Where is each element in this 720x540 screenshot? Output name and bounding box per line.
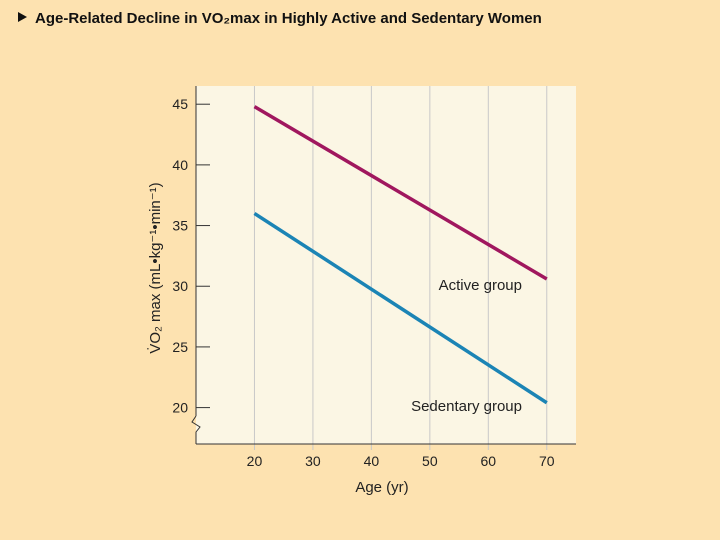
y-axis-title: V̇O₂ max (mL•kg⁻¹•min⁻¹) <box>147 182 164 353</box>
y-tick-label: 40 <box>172 157 188 173</box>
series-lines <box>253 105 548 405</box>
sedentary-group-line <box>253 211 548 405</box>
plot-area <box>196 86 576 444</box>
active-group-line <box>253 105 548 281</box>
slide-title: Age-Related Decline in VO₂max in Highly … <box>18 10 542 27</box>
y-tick-label: 30 <box>172 278 188 294</box>
grid-lines <box>253 86 548 450</box>
labels: 20 30 40 50 60 70 20 25 30 35 40 45 <box>172 96 554 469</box>
x-tick-label: 20 <box>247 453 263 469</box>
slide-title-text: Age-Related Decline in VO₂max in Highly … <box>35 10 542 27</box>
y-axis-break-icon <box>191 415 201 444</box>
active-group-label: Active group <box>439 277 522 294</box>
x-tick-label: 40 <box>364 453 380 469</box>
y-tick-label: 25 <box>172 339 188 355</box>
bullet-arrow-icon <box>18 12 27 22</box>
y-tick-label: 35 <box>172 218 188 234</box>
x-tick-label: 60 <box>481 453 497 469</box>
x-axis-title: Age (yr) <box>355 479 408 496</box>
sedentary-group-label: Sedentary group <box>411 398 522 415</box>
x-tick-label: 50 <box>422 453 438 469</box>
axes <box>191 86 576 445</box>
y-tick-label: 45 <box>172 96 188 112</box>
y-tick-label: 20 <box>172 400 188 416</box>
x-tick-label: 70 <box>539 453 555 469</box>
x-tick-label: 30 <box>305 453 321 469</box>
